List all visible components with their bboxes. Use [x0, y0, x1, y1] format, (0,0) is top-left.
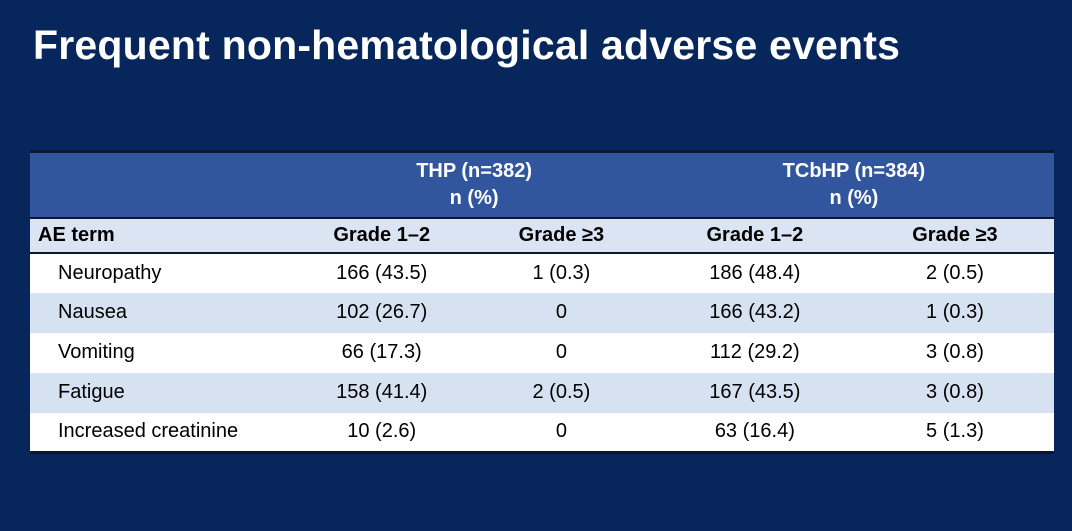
- cell-value: 2 (0.5): [855, 252, 1054, 293]
- table-row-nausea: Nausea 102 (26.7) 0 166 (43.2) 1 (0.3): [30, 292, 1054, 333]
- table-row-vomiting: Vomiting 66 (17.3) 0 112 (29.2) 3 (0.8): [30, 332, 1054, 373]
- cell-value: 0: [469, 332, 654, 373]
- table-header: THP (n=382) n (%) TCbHP (n=384) n (%) AE…: [30, 150, 1054, 254]
- row-label: Fatigue: [30, 372, 295, 413]
- table-row-neuropathy: Neuropathy 166 (43.5) 1 (0.3) 186 (48.4)…: [30, 252, 1054, 293]
- cell-value: 3 (0.8): [855, 332, 1054, 373]
- cell-value: 158 (41.4): [294, 372, 469, 413]
- cell-value: 0: [469, 292, 654, 333]
- column-header-thp-grade12: Grade 1–2: [294, 217, 469, 254]
- table-row-fatigue: Fatigue 158 (41.4) 2 (0.5) 167 (43.5) 3 …: [30, 372, 1054, 413]
- cell-value: 0: [469, 412, 654, 454]
- cell-value: 186 (48.4): [653, 252, 856, 293]
- group-header-thp-units: n (%): [449, 186, 499, 209]
- cell-value: 102 (26.7): [294, 292, 469, 333]
- table-body: Neuropathy 166 (43.5) 1 (0.3) 186 (48.4)…: [30, 252, 1054, 454]
- corner-cell: [30, 150, 295, 219]
- row-label: Increased creatinine: [30, 412, 295, 454]
- group-header-tcbhp-title: TCbHP (n=384): [782, 159, 926, 182]
- column-header-row: AE term Grade 1–2 Grade ≥3 Grade 1–2 Gra…: [30, 217, 1054, 254]
- column-header-tcbhp-grade3: Grade ≥3: [855, 217, 1054, 254]
- cell-value: 166 (43.5): [294, 252, 469, 293]
- cell-value: 1 (0.3): [469, 252, 654, 293]
- cell-value: 63 (16.4): [653, 412, 856, 454]
- group-header-tcbhp: TCbHP (n=384) n (%): [653, 150, 1054, 219]
- cell-value: 1 (0.3): [855, 292, 1054, 333]
- cell-value: 5 (1.3): [855, 412, 1054, 454]
- group-header-tcbhp-units: n (%): [829, 186, 879, 209]
- cell-value: 166 (43.2): [653, 292, 856, 333]
- cell-value: 66 (17.3): [294, 332, 469, 373]
- table-row-increased-creatinine: Increased creatinine 10 (2.6) 0 63 (16.4…: [30, 412, 1054, 454]
- cell-value: 2 (0.5): [469, 372, 654, 413]
- column-header-tcbhp-grade12: Grade 1–2: [653, 217, 856, 254]
- row-label: Neuropathy: [30, 252, 295, 293]
- column-header-thp-grade3: Grade ≥3: [469, 217, 654, 254]
- cell-value: 3 (0.8): [855, 372, 1054, 413]
- row-label: Vomiting: [30, 332, 295, 373]
- page-title: Frequent non-hematological adverse event…: [33, 22, 901, 68]
- adverse-events-table: THP (n=382) n (%) TCbHP (n=384) n (%) AE…: [30, 150, 1054, 454]
- cell-value: 10 (2.6): [294, 412, 469, 454]
- treatment-group-header-row: THP (n=382) n (%) TCbHP (n=384) n (%): [30, 150, 1054, 219]
- group-header-thp-title: THP (n=382): [416, 159, 532, 182]
- cell-value: 167 (43.5): [653, 372, 856, 413]
- row-label: Nausea: [30, 292, 295, 333]
- cell-value: 112 (29.2): [653, 332, 856, 373]
- group-header-thp: THP (n=382) n (%): [294, 150, 654, 219]
- column-header-ae-term: AE term: [30, 217, 295, 254]
